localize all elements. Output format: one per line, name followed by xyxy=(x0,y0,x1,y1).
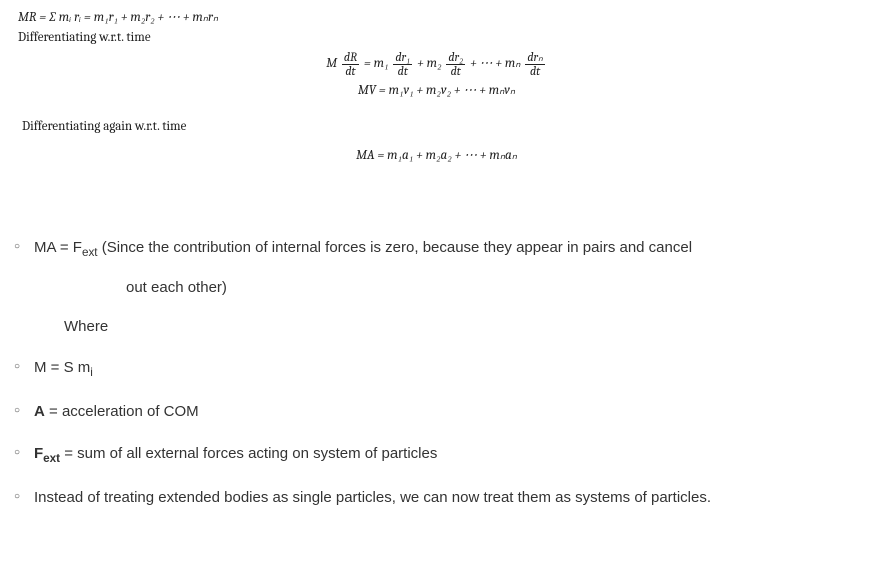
note-extended-bodies: Instead of treating extended bodies as s… xyxy=(12,486,861,509)
subscript-i: i xyxy=(90,366,93,379)
note-fext-def: Fext = sum of all external forces acting… xyxy=(12,442,861,468)
text-fragment: MA = F xyxy=(34,239,82,256)
eq-mr-rhs: = ∑ mᵢ rᵢ = m₁r₁ + m₂r₂ + ⋯ + mₙrₙ xyxy=(36,10,218,25)
subscript-ext: ext xyxy=(82,246,98,259)
frac-den: dt xyxy=(342,65,359,78)
eq-part: + m₂ xyxy=(414,56,444,71)
text-fragment: M = S m xyxy=(34,359,90,376)
text-fragment: = sum of all external forces acting on s… xyxy=(60,445,437,462)
frac-den: dt xyxy=(393,65,412,78)
text-fragment: (Since the contribution of internal forc… xyxy=(98,239,693,256)
frac-dR-dt: dRdt xyxy=(342,51,359,77)
eq-mv-line: MV = m₁v₁ + m₂v₂ + ⋯ + mₙvₙ xyxy=(18,81,855,101)
note-ma-fext: MA = Fext (Since the contribution of int… xyxy=(12,236,861,339)
eq-mr-lhs: MR xyxy=(18,10,36,25)
frac-num: dR xyxy=(342,51,359,65)
frac-dr1-dt: dr₁dt xyxy=(393,51,412,77)
frac-dr2-dt: dr₂dt xyxy=(446,51,465,77)
diff-label: Differentiating w.r.t. time xyxy=(18,28,855,48)
derivation-block: MR = ∑ mᵢ rᵢ = m₁r₁ + m₂r₂ + ⋯ + mₙrₙ Di… xyxy=(12,8,861,166)
notes-list: MA = Fext (Since the contribution of int… xyxy=(12,236,861,509)
text-fragment: = acceleration of COM xyxy=(45,403,199,420)
note-m-sum: M = S mi xyxy=(12,356,861,382)
eq-ma-line: MA = m₁a₁ + m₂a₂ + ⋯ + mₙaₙ xyxy=(18,146,855,166)
bold-a: A xyxy=(34,403,45,420)
frac-den: dt xyxy=(446,65,465,78)
where-label: Where xyxy=(64,315,861,338)
diff-again-label: Differentiating again w.r.t. time xyxy=(22,117,855,137)
eq-mr-line: MR = ∑ mᵢ rᵢ = m₁r₁ + m₂r₂ + ⋯ + mₙrₙ xyxy=(18,8,855,28)
note-a-com: A = acceleration of COM xyxy=(12,400,861,423)
eq-mv-frac-line: M dRdt = m₁ dr₁dt + m₂ dr₂dt + ⋯ + mₙ dr… xyxy=(18,51,855,77)
eq-part: + ⋯ + mₙ xyxy=(467,56,523,71)
note-continuation: out each other) xyxy=(126,276,861,299)
subscript-ext: ext xyxy=(43,452,60,465)
frac-den: dt xyxy=(525,65,544,78)
eq-part: M xyxy=(326,56,340,71)
frac-num: dr₁ xyxy=(393,51,412,65)
frac-num: dr₂ xyxy=(446,51,465,65)
frac-num: drₙ xyxy=(525,51,544,65)
bold-f: F xyxy=(34,445,43,462)
eq-part: = m₁ xyxy=(361,56,391,71)
notes-block: MA = Fext (Since the contribution of int… xyxy=(12,236,861,509)
frac-drn-dt: drₙdt xyxy=(525,51,544,77)
